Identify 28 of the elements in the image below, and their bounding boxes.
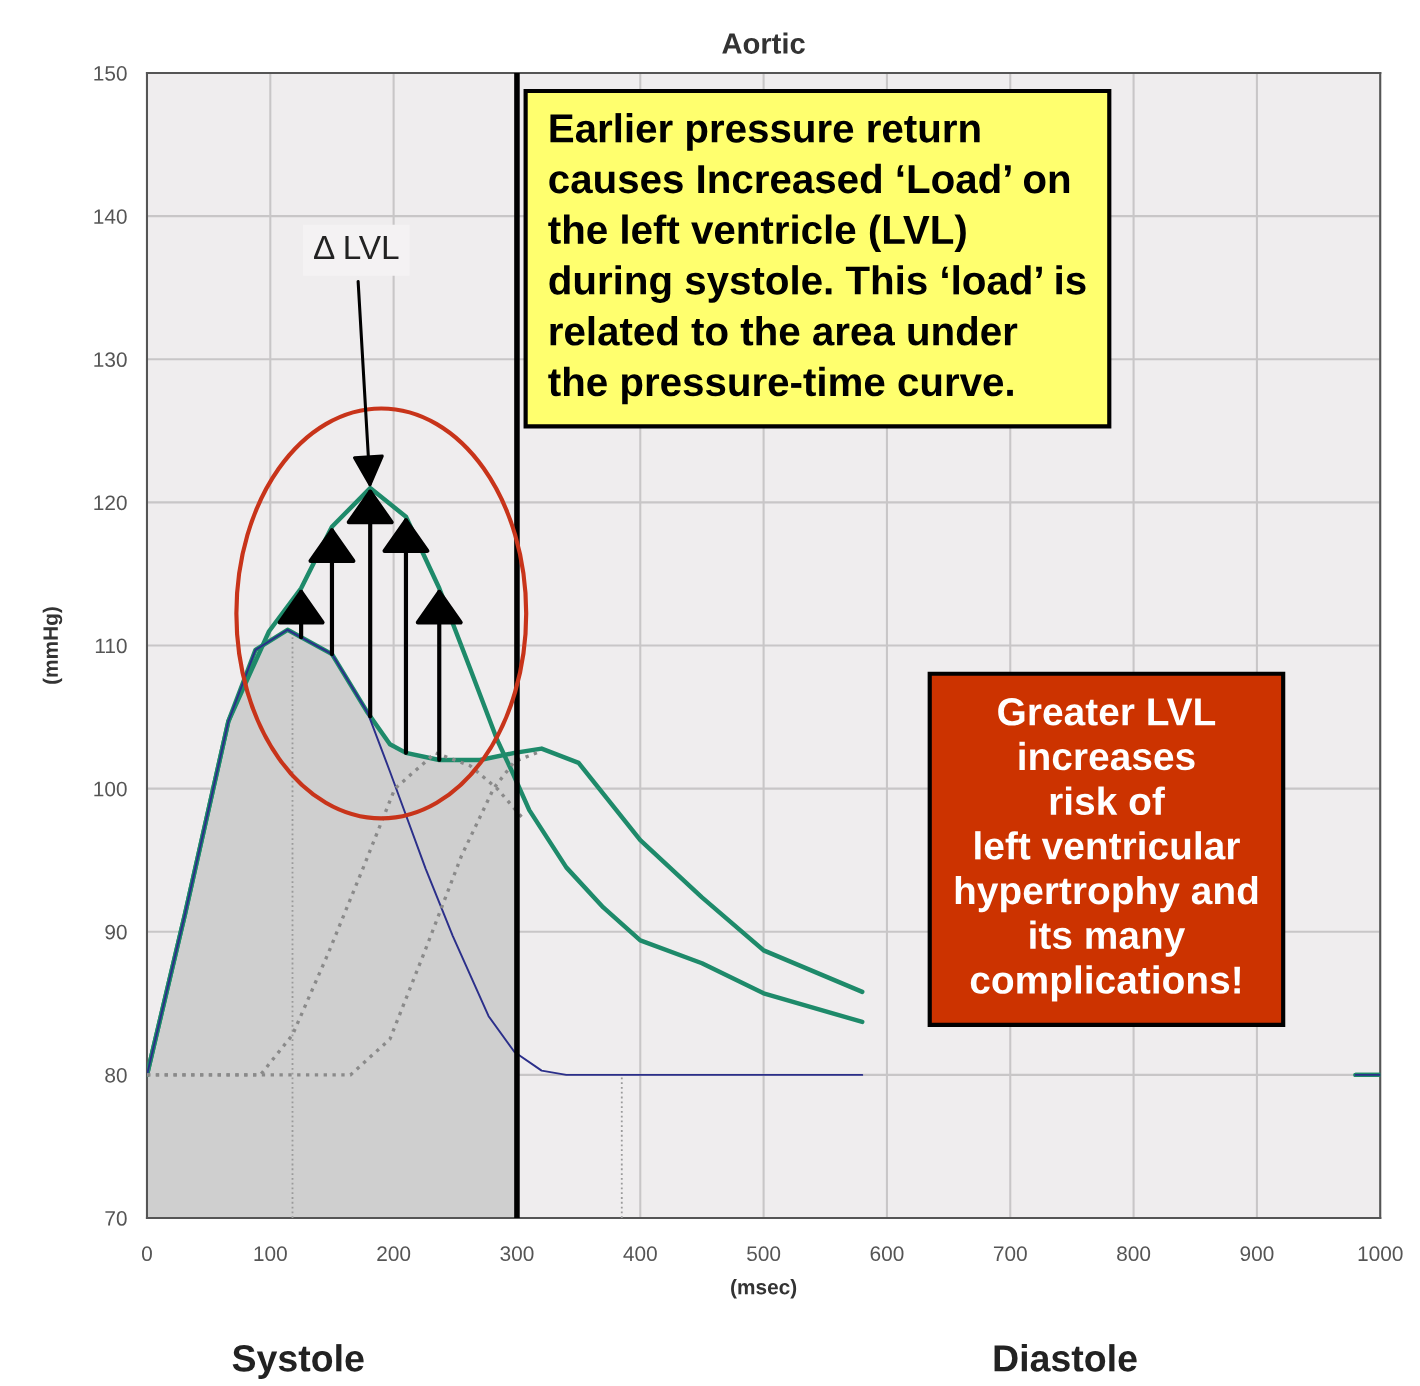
x-tick-label: 800 (1117, 1246, 1151, 1262)
annotation: Δ LVL (314, 236, 399, 259)
y-tick-label: 100 (94, 781, 127, 797)
x-tick-label: 0 (141, 1246, 152, 1262)
y-tick-label: 70 (105, 1211, 127, 1226)
y-tick-label: 130 (94, 352, 127, 368)
x-tick-label: 200 (377, 1246, 411, 1262)
annotation: Greater LVL increases risk of left ventricular hypertrophy and its many complications! (955, 698, 1258, 1002)
x-tick-label: 500 (747, 1246, 781, 1262)
y-tick-label: 110 (95, 638, 127, 654)
x-tick-label: 100 (254, 1246, 287, 1262)
x-tick-label: 900 (1240, 1246, 1274, 1262)
x-tick-label: 300 (500, 1246, 534, 1262)
annotation: Earlier pressure return causes Increased ‘Load’ on the left ventricle (LVL) during systole. This ‘load’ is related to the area under the pressure-time curve. (548, 113, 1086, 405)
x-axis-title: (msec) (731, 1279, 797, 1299)
x-tick-label: 1000 (1358, 1246, 1403, 1262)
text: Systole (232, 1344, 364, 1380)
x-tick-label: 600 (870, 1246, 904, 1262)
y-tick-label: 80 (105, 1067, 127, 1083)
y-tick-label: 150 (94, 66, 127, 81)
y-tick-label: 140 (94, 209, 127, 224)
y-axis-title: (mmHg) (42, 607, 63, 684)
text: Diastole (994, 1344, 1137, 1372)
y-tick-label: 90 (105, 924, 127, 940)
x-tick-label: 400 (623, 1246, 657, 1262)
x-tick-label: 700 (993, 1246, 1027, 1262)
chart-title: Aortic (722, 32, 805, 54)
y-tick-label: 120 (94, 495, 127, 511)
